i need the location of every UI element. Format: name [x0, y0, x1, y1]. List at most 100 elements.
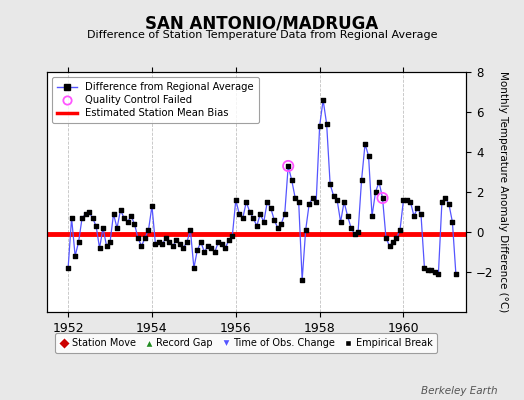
Point — [246, 209, 254, 215]
Point — [165, 239, 173, 245]
Point — [378, 195, 387, 201]
Point — [137, 243, 146, 249]
Point — [127, 213, 135, 219]
Point — [256, 211, 265, 217]
Point — [403, 197, 411, 203]
Point — [336, 219, 345, 225]
Point — [312, 199, 320, 205]
Point — [372, 189, 380, 195]
Point — [253, 223, 261, 229]
Point — [102, 243, 111, 249]
Point — [330, 193, 338, 199]
Point — [130, 221, 139, 227]
Point — [361, 141, 369, 147]
Point — [347, 225, 355, 231]
Point — [413, 205, 422, 211]
Point — [385, 243, 394, 249]
Point — [340, 199, 348, 205]
Point — [438, 199, 446, 205]
Point — [158, 241, 167, 247]
Point — [410, 213, 418, 219]
Point — [214, 239, 223, 245]
Point — [424, 267, 432, 273]
Point — [267, 205, 275, 211]
Point — [148, 203, 156, 209]
Point — [343, 213, 352, 219]
Point — [113, 225, 121, 231]
Point — [71, 253, 79, 259]
Point — [120, 215, 128, 221]
Point — [263, 199, 271, 205]
Point — [196, 239, 205, 245]
Point — [200, 249, 209, 255]
Point — [399, 197, 408, 203]
Point — [204, 243, 212, 249]
Point — [193, 247, 202, 253]
Point — [242, 199, 250, 205]
Point — [110, 211, 118, 217]
Point — [141, 235, 149, 241]
Point — [106, 239, 114, 245]
Point — [298, 277, 307, 283]
Point — [305, 201, 313, 207]
Point — [144, 227, 152, 233]
Legend: Difference from Regional Average, Quality Control Failed, Estimated Station Mean: Difference from Regional Average, Qualit… — [52, 77, 259, 123]
Point — [354, 229, 362, 235]
Point — [95, 245, 104, 251]
Point — [179, 245, 188, 251]
Point — [186, 227, 194, 233]
Point — [235, 211, 244, 217]
Point — [64, 265, 72, 271]
Point — [288, 177, 296, 183]
Point — [284, 163, 292, 169]
Point — [232, 197, 240, 203]
Point — [333, 197, 341, 203]
Point — [78, 215, 86, 221]
Point — [116, 207, 125, 213]
Point — [309, 195, 317, 201]
Point — [357, 177, 366, 183]
Point — [228, 233, 236, 239]
Point — [431, 269, 439, 275]
Point — [217, 241, 226, 247]
Point — [169, 243, 177, 249]
Point — [375, 179, 383, 185]
Point — [364, 153, 373, 159]
Point — [420, 265, 429, 271]
Point — [274, 225, 282, 231]
Y-axis label: Monthly Temperature Anomaly Difference (°C): Monthly Temperature Anomaly Difference (… — [498, 71, 508, 313]
Point — [238, 215, 247, 221]
Point — [417, 211, 425, 217]
Point — [207, 245, 215, 251]
Point — [183, 239, 191, 245]
Point — [249, 215, 257, 221]
Point — [176, 241, 184, 247]
Point — [378, 195, 387, 201]
Point — [89, 215, 97, 221]
Point — [225, 237, 233, 243]
Point — [270, 217, 278, 223]
Text: SAN ANTONIO/MADRUGA: SAN ANTONIO/MADRUGA — [145, 14, 379, 32]
Point — [211, 249, 219, 255]
Point — [326, 181, 334, 187]
Point — [85, 209, 93, 215]
Point — [259, 219, 268, 225]
Point — [319, 97, 328, 103]
Point — [291, 195, 299, 201]
Point — [190, 265, 198, 271]
Point — [315, 123, 324, 129]
Point — [162, 235, 170, 241]
Point — [427, 267, 435, 273]
Point — [277, 221, 286, 227]
Point — [123, 219, 132, 225]
Point — [301, 227, 310, 233]
Point — [368, 213, 376, 219]
Point — [445, 201, 453, 207]
Point — [284, 163, 292, 169]
Point — [396, 227, 404, 233]
Point — [406, 199, 414, 205]
Point — [294, 199, 303, 205]
Text: Difference of Station Temperature Data from Regional Average: Difference of Station Temperature Data f… — [87, 30, 437, 40]
Point — [434, 271, 443, 277]
Point — [280, 211, 289, 217]
